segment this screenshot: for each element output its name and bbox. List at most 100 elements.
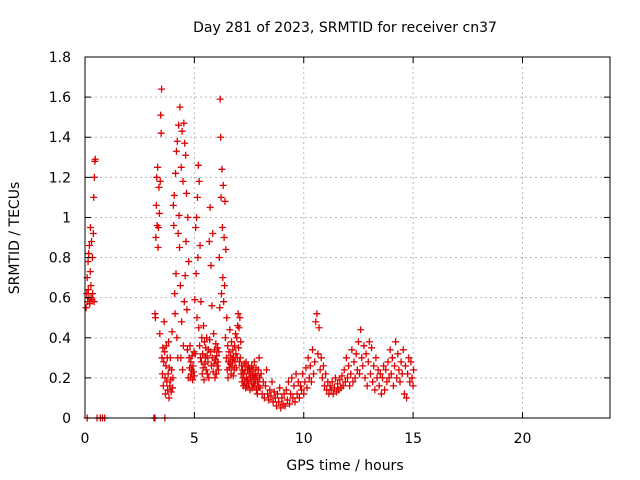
data-point [256,384,264,392]
y-tick-label: 1.8 [49,50,71,66]
data-point [299,370,307,378]
data-point [177,163,185,171]
data-point [219,181,227,189]
data-point [205,374,213,382]
data-point [224,342,232,350]
data-point [265,396,273,404]
data-point [89,229,97,237]
data-point [204,358,212,366]
data-point [328,378,336,386]
data-point [86,223,94,231]
data-point [169,201,177,209]
data-point [172,169,180,177]
data-point [364,358,372,366]
data-point [162,390,169,398]
data-point [382,366,390,374]
data-point [172,270,180,278]
data-point [306,362,314,370]
data-point [173,137,181,145]
data-point [222,246,230,254]
data-point [290,382,298,390]
data-point [276,384,284,392]
data-point [235,358,243,366]
data-point [267,392,275,400]
data-point [389,382,397,390]
data-point [190,372,198,380]
data-point [292,370,300,378]
data-point [84,286,92,294]
data-point [379,374,386,382]
data-point [220,234,228,241]
data-point [178,318,186,326]
data-point [207,262,215,270]
data-point [88,238,96,246]
data-point [351,374,359,382]
x-axis-label: GPS time / hours [286,458,403,474]
data-point [305,374,313,382]
data-point [179,342,187,350]
data-point [354,338,362,346]
data-point [160,358,168,366]
plot-frame [84,56,611,419]
data-point [369,378,377,386]
data-point [289,394,297,402]
data-point [82,304,90,312]
chart-title: Day 281 of 2023, SRMTID for receiver cn3… [193,20,497,36]
data-point [214,344,222,352]
data-point [167,388,175,396]
data-point [229,372,237,380]
data-point [326,382,334,390]
data-point [401,362,409,370]
data-point [218,165,226,173]
y-tick-label: 1.6 [49,90,71,106]
data-point [231,342,239,350]
data-point [192,223,200,231]
data-point [170,221,178,229]
data-point [261,382,269,390]
data-point [254,366,262,374]
data-point [218,223,226,231]
data-point [84,258,92,266]
data-point [189,362,197,370]
data-point [282,386,290,394]
data-point [263,366,271,374]
data-point [200,376,208,384]
data-point [347,370,355,378]
data-point [217,133,225,141]
data-point [228,338,236,346]
y-tick-labels: 0 0.2 0.4 0.6 0.8 1 1.2 1.4 1.6 1.8 [49,50,71,427]
data-point [342,354,350,362]
data-point [209,229,217,237]
data-point [195,324,203,332]
data-point [85,250,93,258]
data-point [362,350,370,358]
data-point [221,282,229,290]
data-point [372,354,380,362]
data-point [176,282,184,290]
data-point [89,290,97,298]
data-point [211,374,219,382]
data-point [358,354,366,362]
data-point [387,370,395,378]
data-point [189,376,197,384]
x-tick-label: 0 [81,431,90,447]
data-point [174,229,182,237]
data-point [162,342,170,350]
data-point [160,318,168,326]
data-point [195,177,203,185]
data-point [291,398,299,406]
y-tick-label: 1 [62,210,71,226]
data-point [377,390,385,398]
data-point [237,338,245,346]
data-point [194,254,202,262]
data-point [156,330,164,338]
data-point [311,358,319,366]
data-point [164,370,172,378]
data-point [212,340,220,348]
y-tick-label: 1.2 [49,170,71,186]
data-point [257,370,265,378]
data-point [187,358,195,366]
data-point [154,244,162,252]
data-point [344,374,351,382]
y-tick-label: 0.4 [49,331,71,347]
